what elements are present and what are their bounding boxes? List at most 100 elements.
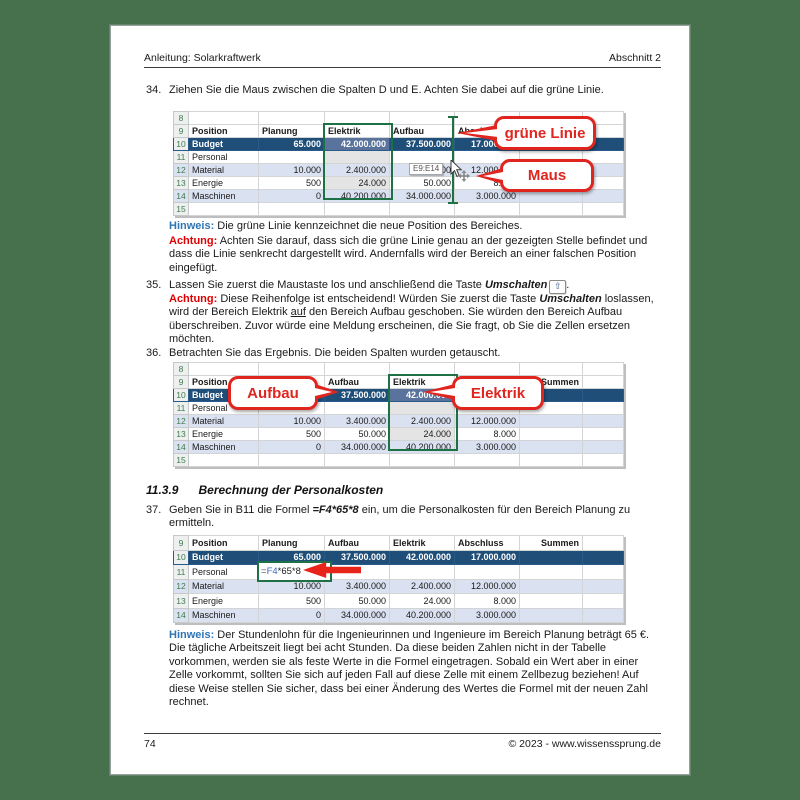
cell	[324, 150, 390, 164]
row-number: 14	[173, 440, 189, 454]
cell: 3.400.000	[324, 414, 390, 428]
row-number: 13	[173, 593, 189, 609]
cell: 3.000.000	[454, 607, 520, 623]
cell: 50.000	[324, 427, 390, 441]
section-label: Abschnitt 2	[609, 52, 661, 64]
callout-elektrik: Elektrik	[423, 376, 544, 410]
callout-label: Elektrik	[470, 384, 526, 402]
cell: 34.000.000	[324, 607, 390, 623]
step-text: Betrachten Sie das Ergebnis. Die beiden …	[169, 347, 501, 359]
cell: Position	[188, 124, 259, 138]
document-page: Anleitung: Solarkraftwerk Abschnitt 2 34…	[110, 25, 690, 775]
callout-aufbau: Aufbau	[228, 376, 339, 410]
cell: 37.500.000	[324, 388, 390, 402]
cell	[582, 453, 624, 467]
cell: Budget	[188, 549, 259, 565]
cell: 40.200.000	[324, 189, 390, 203]
cell: Energie	[188, 593, 259, 609]
callout-tail-inner	[315, 388, 332, 396]
cell: Planung	[258, 124, 325, 138]
cell	[519, 440, 583, 454]
cell: Personal	[188, 150, 259, 164]
step-text-pre: Lassen Sie zuerst die Maustaste los und …	[169, 279, 485, 291]
row-number: 10	[173, 137, 189, 151]
row-number: 15	[173, 453, 189, 467]
cell	[389, 564, 455, 580]
hinweis-label: Hinweis:	[169, 220, 215, 232]
cell: 8.000	[454, 593, 520, 609]
page-header: Anleitung: Solarkraftwerk Abschnitt 2	[144, 52, 661, 68]
cell: Summen	[519, 535, 583, 551]
cell: 0	[258, 189, 325, 203]
cell: 40.200.000	[389, 607, 455, 623]
cell: 24.000	[389, 593, 455, 609]
step-35: 35. Lassen Sie zuerst die Maustaste los …	[146, 279, 666, 294]
cell	[582, 564, 624, 580]
cell	[582, 440, 624, 454]
step-37: 37. Geben Sie in B11 die Formel =F4*65*8…	[146, 504, 666, 531]
note-achtung-2: Achtung: Diese Reihenfolge ist entscheid…	[169, 293, 663, 347]
cell	[519, 549, 583, 565]
cell: Personal	[188, 564, 259, 580]
achtung-label: Achtung:	[169, 235, 218, 247]
cell	[324, 401, 390, 415]
cell: 50.000	[324, 593, 390, 609]
section-number: 11.3.9	[146, 483, 179, 497]
cell	[188, 362, 259, 376]
cell: 17.000.000	[454, 549, 520, 565]
cell	[582, 607, 624, 623]
step-number: 36.	[146, 347, 162, 359]
callout-gruene-linie: grüne Linie	[457, 116, 596, 150]
cell	[582, 427, 624, 441]
note-text: Achten Sie darauf, dass sich die grüne L…	[169, 235, 648, 274]
cell	[324, 362, 390, 376]
row-number: 8	[173, 362, 189, 376]
row-number: 10	[173, 388, 189, 402]
cell: 10.000	[258, 414, 325, 428]
cell	[258, 362, 325, 376]
step-text: Geben Sie in B11 die Formel =F4*65*8 ein…	[169, 504, 666, 531]
key-word: Umschalten	[539, 293, 602, 305]
underlined-word: auf	[290, 306, 306, 319]
copyright-link[interactable]: © 2023 - www.wissenssprung.de	[508, 738, 661, 750]
cell: Material	[188, 163, 259, 177]
cell	[389, 202, 455, 216]
cell	[454, 202, 520, 216]
range-tooltip: E9:E14	[409, 163, 444, 175]
cell: 10.000	[258, 163, 325, 177]
row-number: 13	[173, 427, 189, 441]
row-number: 10	[173, 549, 189, 565]
cell	[324, 202, 390, 216]
cell	[582, 414, 624, 428]
formula-text: =F4*65*8	[312, 504, 359, 516]
cell: Energie	[188, 176, 259, 190]
row-number: 14	[173, 189, 189, 203]
cell: Material	[188, 578, 259, 594]
cell	[389, 401, 455, 415]
callout-label: Maus	[527, 167, 567, 184]
cell: 24.000	[389, 427, 455, 441]
note-hinweis-1: Hinweis: Die grüne Linie kennzeichnet di…	[169, 220, 663, 233]
formula-operators: *65*8	[277, 566, 301, 577]
cell: 3.400.000	[324, 578, 390, 594]
cell	[519, 202, 583, 216]
cell: Maschinen	[188, 440, 259, 454]
cell	[519, 578, 583, 594]
row-number: 8	[173, 111, 189, 125]
cell: 12.000.000	[454, 414, 520, 428]
cell	[324, 453, 390, 467]
row-number: 11	[173, 401, 189, 415]
cell	[258, 150, 325, 164]
step-34: 34. Ziehen Sie die Maus zwischen die Spa…	[146, 84, 666, 97]
note-text: loslassen, wird der Bereich Elektrik	[169, 293, 654, 319]
callout-maus: Maus	[476, 159, 594, 192]
note-text: Diese Reihenfolge ist entscheidend! Würd…	[220, 293, 540, 305]
row-number: 9	[173, 535, 189, 551]
page-number: 74	[144, 738, 156, 750]
cell	[519, 593, 583, 609]
step-number: 34.	[146, 84, 162, 96]
callout-tail-inner	[430, 388, 455, 396]
step-number: 35.	[146, 279, 162, 291]
cell	[582, 202, 624, 216]
row-number: 11	[173, 564, 189, 580]
